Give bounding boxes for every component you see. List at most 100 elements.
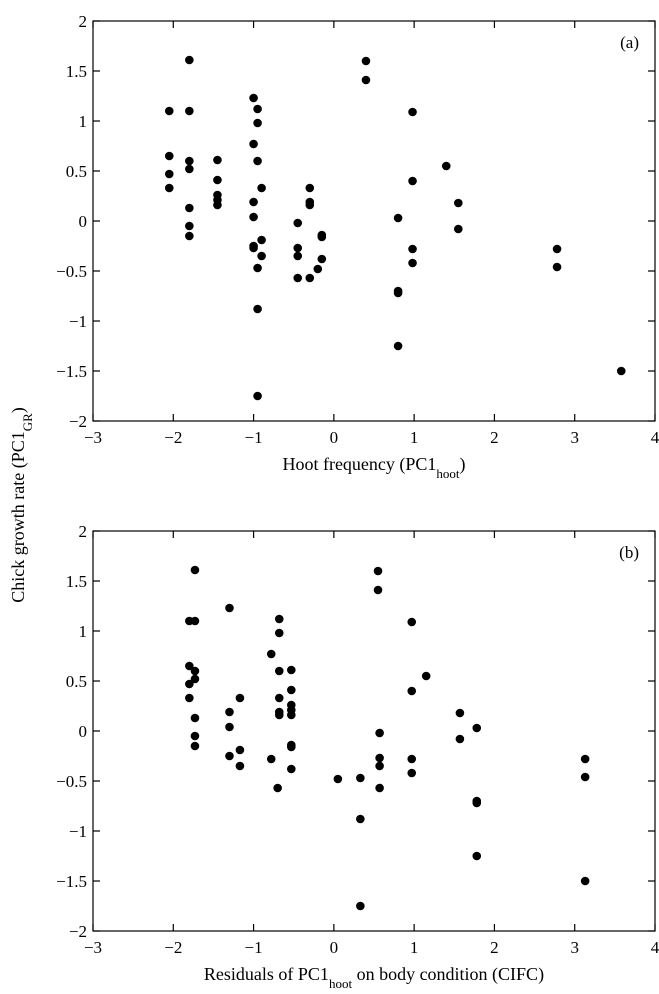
x-tick-label-a: 0 [330,428,339,447]
y-axis-title: Chick growth rate (PC1GR) [8,407,35,603]
x-tick-label-b: −2 [164,938,182,957]
x-tick-label-a: 1 [410,428,419,447]
data-point-a [305,273,315,283]
data-point-a [249,93,258,103]
data-point-b [356,814,365,824]
data-point-b [274,710,284,720]
data-point-b [356,901,365,911]
data-point-a [185,231,194,241]
data-point-b [421,671,431,681]
data-point-a [253,156,262,166]
data-point-a [185,203,194,213]
data-point-b [190,674,200,684]
plot-frame-a [92,20,656,422]
data-point-a [185,106,194,116]
data-point-b [185,679,194,689]
panel-a: −3 −2 −1 0 1 2 3 4−2−1.5−1−0.500.511.52(a)Hoot … [56,12,659,481]
data-point-a [408,258,417,268]
data-point-a [408,244,417,254]
data-point-b [235,745,245,755]
x-tick-label-b: 2 [490,938,499,957]
data-point-b [287,665,296,675]
data-point-a [257,235,266,245]
data-point-b [373,585,383,595]
data-point-a [552,262,562,272]
data-point-b [375,753,384,763]
x-tick-label-a: −3 [84,428,102,447]
data-point-b [235,693,245,703]
x-tick-label-b: −1 [245,938,263,957]
data-point-a [249,212,258,222]
data-point-b [274,693,284,703]
y-tick-label-a: 2 [79,12,88,31]
data-point-b [190,616,200,626]
data-point-a [185,55,194,65]
data-point-b [356,773,365,783]
data-point-a [185,164,194,174]
data-point-a [213,155,222,165]
y-tick-label-a: −1 [69,312,87,331]
data-point-b [407,754,417,764]
data-point-b [580,876,590,886]
data-point-b [225,751,234,761]
y-tick-label-a: 0.5 [66,162,87,181]
data-point-a [616,366,626,376]
data-point-b [472,798,482,808]
data-point-b [455,734,465,744]
y-tick-label-b: −2 [69,922,87,941]
data-point-b [274,628,284,638]
x-tick-label-a: 4 [651,428,659,447]
data-point-a [552,244,562,254]
data-point-b [225,603,234,613]
data-point-a [361,56,371,66]
data-point-a [454,224,463,234]
data-point-b [407,686,417,696]
data-point-b [472,851,482,861]
data-point-a [164,169,174,179]
data-point-a [317,232,327,242]
data-point-b [190,565,200,575]
data-point-a [164,183,174,193]
data-point-a [293,218,303,228]
data-point-b [225,722,234,732]
data-point-a [313,264,323,274]
data-point-b [266,754,276,764]
data-point-a [164,106,174,116]
y-tick-label-b: 1 [79,622,88,641]
data-point-a [249,243,258,253]
data-point-b [190,713,200,723]
y-tick-label-b: 2 [79,522,88,541]
data-point-b [287,764,296,774]
data-point-b [580,772,590,782]
data-point-a [185,221,194,231]
data-point-b [274,666,284,676]
data-point-b [407,768,417,778]
data-point-a [361,75,371,85]
data-point-a [408,176,417,186]
data-point-b [287,710,296,720]
data-point-a [257,183,266,193]
data-point-a [185,156,194,166]
data-point-a [305,183,315,193]
y-tick-label-b: −0.5 [56,772,87,791]
data-point-a [249,197,258,207]
data-point-b [287,742,296,752]
x-tick-label-a: 3 [570,428,579,447]
data-point-b [455,708,465,718]
x-tick-label-b: 0 [330,938,339,957]
data-point-b [375,783,384,793]
y-tick-label-b: −1.5 [56,872,87,891]
data-point-b [472,723,482,733]
panel-label-a: (a) [620,33,639,52]
data-point-a [253,304,262,314]
data-point-b [266,649,276,659]
data-point-a [253,118,262,128]
data-point-a [305,200,315,210]
data-point-a [257,251,266,261]
x-axis-title-a: Hoot frequency (PC1hoot) [282,454,465,481]
x-tick-label-b: −3 [84,938,102,957]
data-point-a [293,273,303,283]
x-tick-label-a: 2 [490,428,499,447]
x-tick-label-b: 1 [410,938,419,957]
